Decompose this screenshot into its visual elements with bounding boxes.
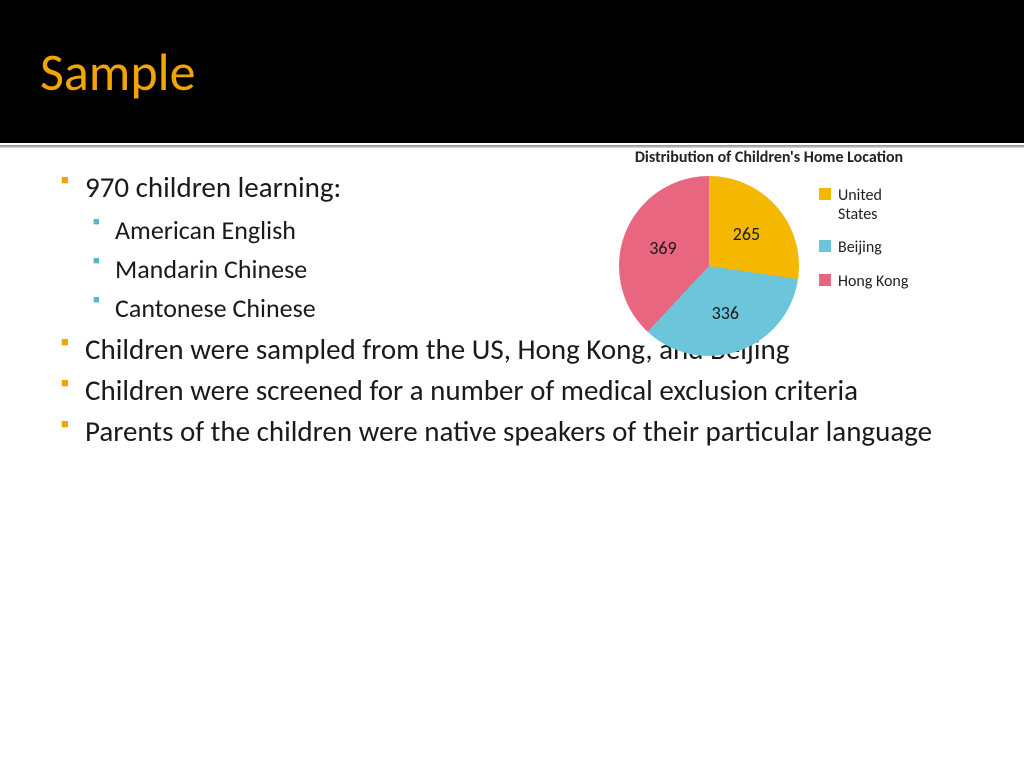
bullet-item: Children were screened for a number of m…	[55, 371, 969, 410]
slide-title: Sample	[40, 40, 195, 104]
chart-title: Distribution of Children's Home Location	[629, 148, 909, 168]
bullet-text: 970 children learning:	[85, 169, 341, 205]
legend-item: United States	[819, 186, 919, 224]
sub-bullet-item: Cantonese Chinese	[85, 289, 535, 328]
pie-slice-label: 369	[649, 237, 676, 259]
slide-content: 970 children learning: American English …	[0, 148, 1024, 452]
sub-bullet-item: Mandarin Chinese	[85, 250, 535, 289]
sub-bullet-item: American English	[85, 211, 535, 250]
legend-swatch	[819, 240, 831, 252]
legend-label: Beijing	[838, 238, 882, 257]
legend-item: Beijing	[819, 238, 919, 257]
legend-item: Hong Kong	[819, 272, 919, 291]
legend-label: Hong Kong	[838, 272, 908, 291]
pie-chart	[619, 176, 799, 356]
legend-swatch	[819, 188, 831, 200]
legend-swatch	[819, 274, 831, 286]
chart-row: 265 336 369 United States Beijing Hong Kong	[619, 176, 919, 356]
chart-legend: United States Beijing Hong Kong	[819, 176, 919, 291]
sub-bullet-list: American English Mandarin Chinese Canton…	[85, 211, 535, 328]
slide-header: Sample	[0, 0, 1024, 143]
pie-chart-area: Distribution of Children's Home Location…	[554, 148, 984, 356]
pie-wrap: 265 336 369	[619, 176, 799, 356]
legend-label: United States	[838, 186, 919, 224]
bullet-item: Parents of the children were native spea…	[55, 412, 969, 451]
pie-slice-label: 336	[712, 302, 739, 324]
pie-slice-label: 265	[733, 223, 760, 245]
